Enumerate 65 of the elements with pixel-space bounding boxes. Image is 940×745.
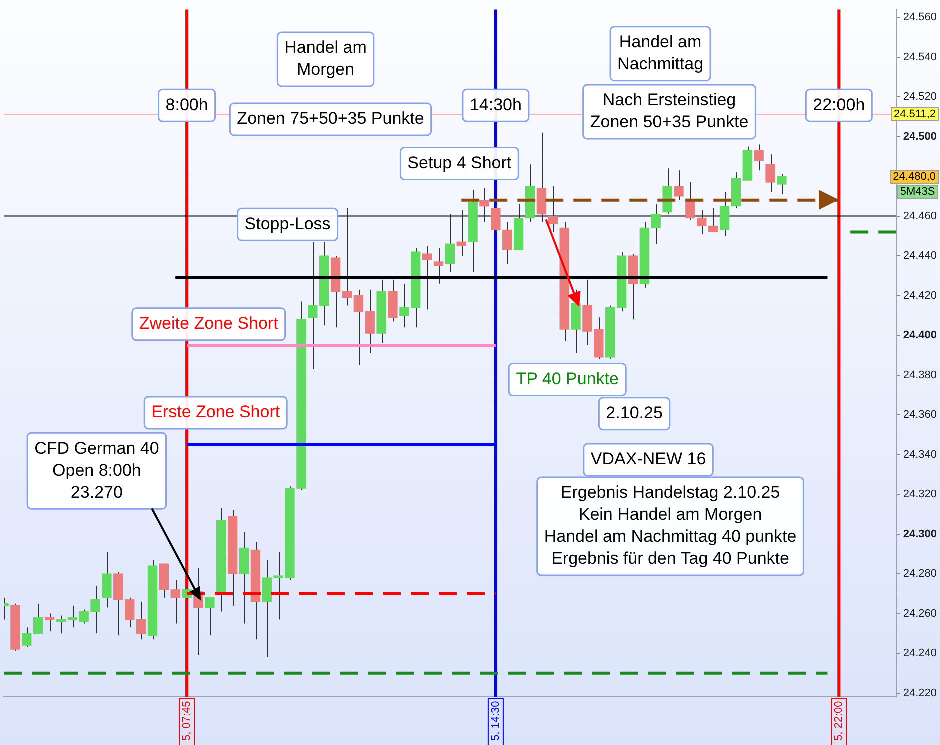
y-tick-label: 24.240 [903,648,938,660]
y-tick-label: 24.460 [903,210,938,222]
annotation: Handel am Nachmittag [618,32,704,74]
annotation: Setup 4 Short [408,153,512,172]
candlestick [308,242,318,370]
annotation: CFD German 40 Open 8:00h 23.270 [34,438,160,502]
candlestick [354,289,364,366]
annotation: Handel am Morgen [284,38,367,80]
annotation: 24.480,0 [893,171,936,184]
candlestick [480,188,490,223]
candlestick [651,204,661,245]
x-tick-label: 5, 22:00 [833,701,846,742]
y-tick-label: 24.360 [903,409,938,422]
y-tick-label: 24.340 [903,448,938,461]
ref-line-label: 8:00h [166,95,208,114]
annotation: Erste Zone Short [152,402,280,422]
annotation: 2.10.25 [606,404,663,423]
x-tick-label: 5, 14:30 [490,701,502,742]
ref-line-label: 14:30h [470,95,522,114]
ref-line-label: 24.511,2 [894,108,936,121]
annotation: Ergebnis Handelstag 2.10.25 Kein Handel am Morgen Handel am Nachmittag 40 punkte Ergebnis für den Tag 40 Punkte [544,483,797,568]
candlestick [22,627,32,648]
candlestick [342,208,352,306]
candlestick [674,170,684,201]
y-tick-label: 24.420 [903,290,938,302]
candlestick [766,154,776,193]
candlestick [456,210,466,257]
x-tick-label: 5, 07:45 [181,701,194,742]
candlestick [205,597,215,636]
y-tick-label: 24.520 [903,91,938,104]
y-tick-label: 24.260 [903,608,938,620]
y-tick-label: 24.280 [903,568,938,580]
annotation: VDAX-NEW 16 [590,450,706,469]
candlestick [44,613,55,632]
text: 5M43S [900,186,936,198]
annotation: Zonen 75+50+35 Punkte [237,109,424,128]
y-tick-label: 24.220 [903,687,938,700]
annotation: TP 40 Punkte [516,369,619,388]
candlestick [777,174,787,195]
annotation: Zweite Zone Short [139,314,279,334]
candlestick [136,601,146,640]
y-tick-label: 24.300 [903,528,938,540]
y-tick-label: 24.500 [903,130,938,143]
candlestick [365,289,375,354]
candlestick [754,144,764,172]
candlestick [56,615,66,634]
candlestick [708,208,718,233]
candlestick [68,605,78,628]
candlestick [548,186,558,233]
ref-line-label: 22:00h [813,95,866,114]
annotation: Nach Ersteinstieg Zonen 50+35 Punkte [590,90,749,132]
candlestick [434,248,444,284]
candlestick [400,283,410,328]
candlestick [33,603,44,634]
y-tick-label: 24.560 [903,12,938,24]
annotation: Stopp-Loss [244,214,331,234]
y-tick-label: 24.320 [903,488,938,501]
y-tick-label: 24.400 [903,330,938,342]
candlestick [170,579,180,624]
candlestick [422,246,432,310]
y-tick-label: 24.380 [903,369,938,382]
candlestick [445,214,456,272]
y-tick-label: 24.540 [903,51,938,64]
candlestick [125,597,135,628]
y-tick-label: 24.440 [903,250,938,262]
